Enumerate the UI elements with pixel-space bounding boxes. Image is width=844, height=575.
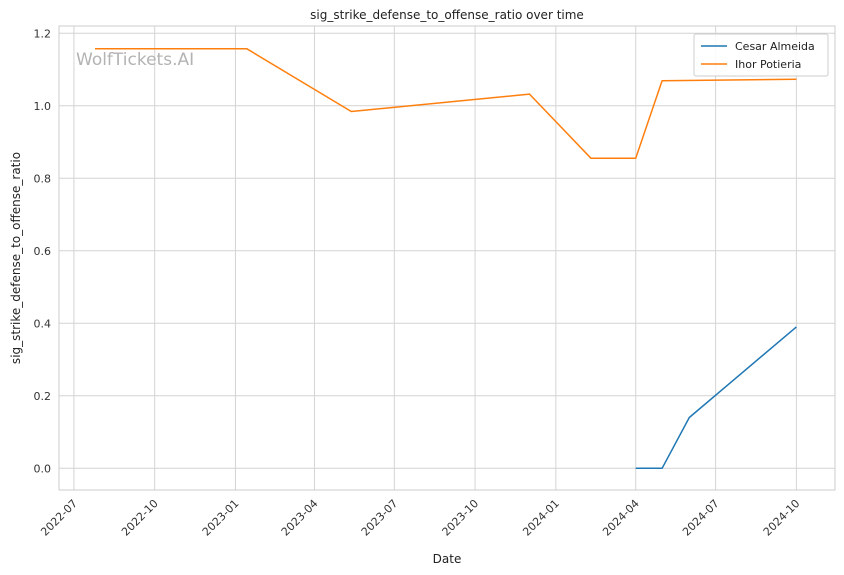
x-tick-labels: 2022-07 2022-10 2023-01 2023-04 2023-07 2023-… <box>38 497 802 539</box>
legend-label: Cesar Almeida <box>735 40 815 53</box>
plot-frame <box>58 25 836 491</box>
x-tick-label: 2023-04 <box>279 497 321 539</box>
y-tick-label: 1.2 <box>34 27 52 40</box>
y-tick-label: 0.4 <box>34 317 52 330</box>
y-tick-label: 0.6 <box>34 245 52 258</box>
grid-lines <box>59 26 835 490</box>
y-tick-labels: 0.0 0.2 0.4 0.6 0.8 1.0 1.2 <box>34 27 52 475</box>
series-line-ihor-potieria <box>95 48 797 160</box>
series-line-cesar-almeida <box>635 326 797 470</box>
x-tick-label: 2024-04 <box>600 497 642 539</box>
watermark: WolfTickets.AI <box>76 50 194 70</box>
x-tick-label: 2023-01 <box>200 497 242 539</box>
chart-title: sig_strike_defense_to_offense_ratio over… <box>310 8 584 22</box>
y-tick-label: 0.0 <box>34 462 52 475</box>
legend-box <box>693 33 829 77</box>
y-tick-label: 0.2 <box>34 390 52 403</box>
x-tick-label: 2024-01 <box>520 497 562 539</box>
series-lines <box>95 48 797 470</box>
legend-label: Ihor Potieria <box>735 58 801 71</box>
y-tick-label: 0.8 <box>34 172 52 185</box>
y-axis-title: sig_strike_defense_to_offense_ratio <box>9 152 23 364</box>
x-tick-label: 2022-07 <box>38 497 80 539</box>
legend: Cesar Almeida Ihor Potieria <box>693 33 829 77</box>
x-tick-label: 2022-10 <box>119 497 161 539</box>
x-axis-title: Date <box>433 552 462 566</box>
y-tick-label: 1.0 <box>34 100 52 113</box>
x-tick-label: 2023-07 <box>359 497 401 539</box>
x-tick-label: 2023-10 <box>440 497 482 539</box>
x-tick-label: 2024-07 <box>680 497 722 539</box>
x-tick-label: 2024-10 <box>761 497 803 539</box>
